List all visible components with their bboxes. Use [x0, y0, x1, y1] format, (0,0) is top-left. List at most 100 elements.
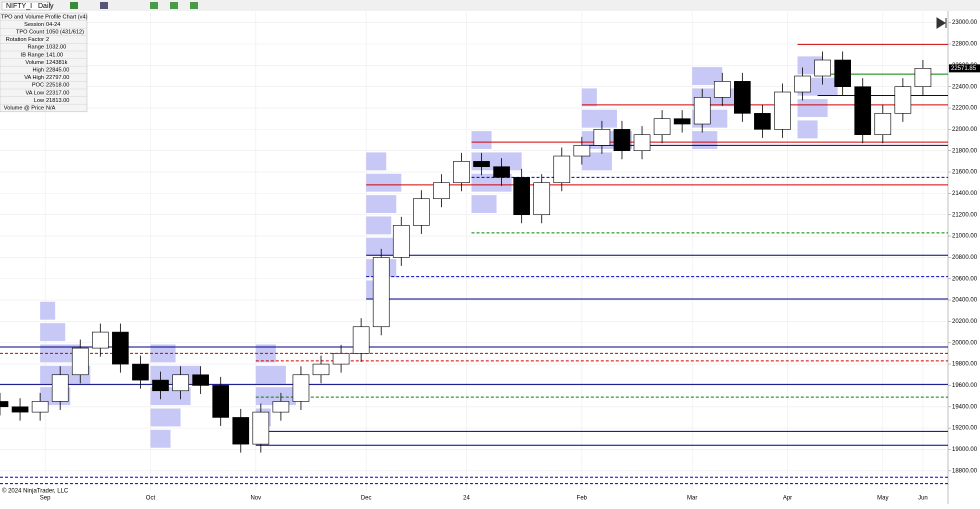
x-tick-label: Jun — [918, 496, 928, 502]
candle-body — [593, 129, 611, 146]
candle-body — [613, 129, 631, 152]
candle-body — [673, 118, 691, 125]
candle-body — [392, 225, 410, 258]
volume-profile-bar — [471, 131, 492, 149]
volume-profile-bar — [581, 152, 612, 171]
x-tick-label: May — [877, 496, 888, 502]
y-tick-label: 20400.00 — [952, 298, 978, 304]
candle-body — [152, 379, 169, 392]
volume-profile-bar — [255, 365, 286, 384]
candle-body — [533, 182, 551, 216]
tool-icon[interactable] — [150, 2, 158, 9]
info-value: N/A — [46, 105, 56, 111]
info-value: 22518.00 — [46, 83, 69, 89]
tool-icon[interactable] — [190, 2, 198, 9]
y-tick-label: 21800.00 — [952, 148, 978, 154]
candle-body — [112, 331, 129, 365]
info-value: 04-24 — [46, 22, 60, 28]
candle-body — [493, 166, 510, 178]
candle-body — [633, 134, 651, 152]
y-tick-label: 21200.00 — [952, 212, 978, 218]
tool-icon[interactable] — [170, 2, 178, 9]
scroll-end-button[interactable] — [936, 17, 947, 29]
last-price-box — [949, 64, 980, 73]
info-label: TPO Count — [16, 29, 44, 35]
volume-profile-bar — [692, 67, 723, 85]
candle-body — [854, 86, 872, 136]
candle-body — [693, 97, 711, 125]
info-value: 22845.00 — [46, 67, 69, 73]
symbol[interactable]: NIFTY_I — [6, 3, 32, 10]
x-tick-label: Oct — [146, 496, 156, 502]
info-value: 22797.00 — [46, 75, 69, 81]
volume-profile-bar — [40, 301, 56, 320]
candle-body — [332, 353, 350, 365]
candle-body — [874, 113, 892, 136]
info-label: Volume @ Price — [4, 105, 44, 111]
y-tick-label: 23000.00 — [952, 20, 978, 26]
candle-body — [734, 81, 751, 114]
toolbar — [0, 0, 980, 11]
y-tick-label: 19800.00 — [952, 362, 978, 368]
info-value: 22317.00 — [46, 90, 69, 96]
volume-profile-bar — [255, 387, 296, 406]
volume-profile-bar — [150, 429, 171, 448]
y-tick-label: 18800.00 — [952, 468, 978, 474]
y-tick-label: 22200.00 — [952, 106, 978, 112]
candle-body — [11, 406, 29, 413]
info-label: VA Low — [25, 90, 45, 96]
candle-body — [252, 411, 270, 445]
volume-profile-bar — [581, 109, 617, 128]
interval[interactable]: Daily — [38, 3, 54, 10]
x-tick-label: Apr — [783, 496, 792, 502]
tool-icon[interactable] — [100, 2, 108, 9]
candle-body — [212, 385, 230, 418]
tool-icon[interactable] — [70, 2, 78, 9]
candle-body — [51, 374, 69, 402]
volume-profile-bar — [150, 344, 176, 363]
info-label: Low — [34, 98, 45, 104]
volume-profile-bar — [797, 120, 818, 139]
y-tick-label: 19000.00 — [952, 447, 978, 453]
volume-profile-bar — [471, 195, 497, 214]
x-tick-label: Nov — [250, 496, 261, 502]
candle-body — [272, 401, 290, 413]
candle-body — [794, 75, 811, 93]
x-tick-label: Dec — [361, 496, 372, 502]
y-tick-label: 22800.00 — [952, 42, 978, 48]
candle-body — [31, 401, 49, 413]
candle-body — [312, 363, 330, 376]
info-label: High — [32, 67, 44, 73]
y-tick-label: 19400.00 — [952, 404, 978, 410]
info-value: 1050 (431/612) — [46, 29, 84, 35]
candle-body — [433, 182, 450, 200]
candle-body — [573, 145, 591, 157]
volume-profile-bar — [366, 216, 392, 235]
x-tick-label: 24 — [463, 496, 470, 502]
info-value: 124381k — [46, 60, 68, 66]
info-label: Rotation Factor — [6, 37, 44, 43]
volume-profile-bar — [692, 131, 718, 149]
candle-body — [653, 118, 671, 136]
y-tick-label: 22400.00 — [952, 84, 978, 90]
candle-body — [132, 363, 149, 381]
x-tick-label: Sep — [40, 496, 51, 502]
candle-body — [453, 161, 470, 184]
volume-profile-bar — [150, 408, 181, 427]
candle-body — [894, 86, 912, 114]
candle-body — [473, 161, 490, 168]
candle-body — [0, 401, 9, 408]
candle-body — [292, 374, 310, 402]
symbol-box[interactable] — [1, 1, 51, 11]
volume-profile-bar — [40, 323, 66, 342]
info-label: Range — [28, 45, 44, 51]
last-price-label: 22571.85 — [951, 66, 977, 72]
candle-body — [372, 257, 390, 328]
candle-body — [91, 331, 109, 349]
info-label: POC — [32, 83, 44, 89]
candle-body — [71, 347, 89, 376]
y-tick-label: 22000.00 — [952, 127, 978, 133]
candle-body — [774, 91, 791, 130]
